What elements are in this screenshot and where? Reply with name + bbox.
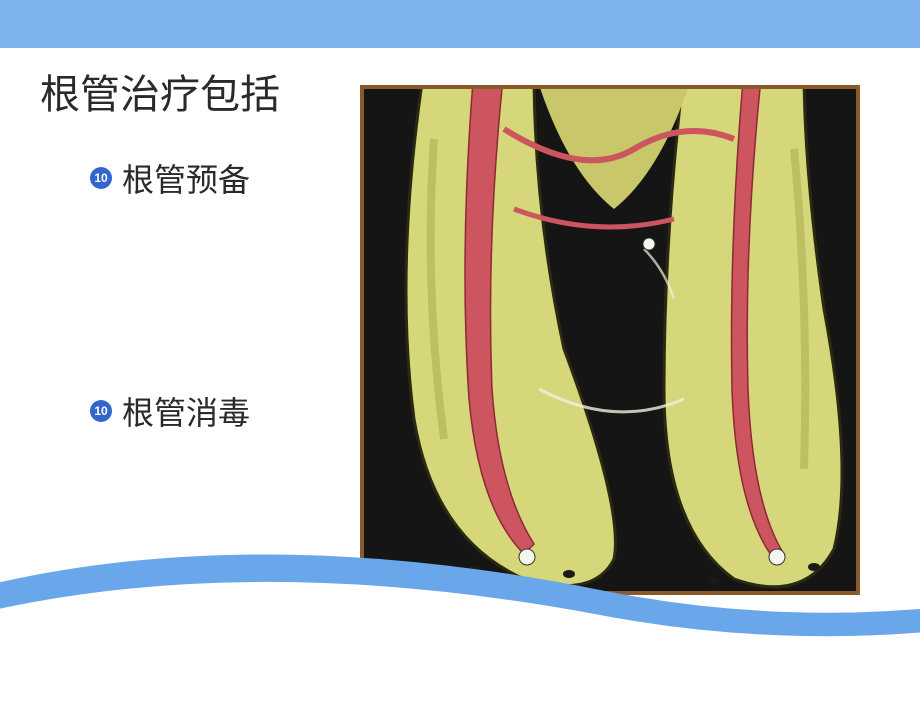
bullet-item-2: 10 根管消毒 [90, 388, 250, 434]
bullet-text-1: 根管预备 [122, 155, 250, 201]
bullet-text-2: 根管消毒 [122, 388, 250, 434]
bullet-number-icon: 10 [90, 167, 112, 189]
bullet-number-icon: 10 [90, 400, 112, 422]
decorative-swoosh [0, 490, 920, 710]
slide-title: 根管治疗包括 [40, 62, 280, 120]
top-bar [0, 0, 920, 48]
bullet-item-1: 10 根管预备 [90, 155, 250, 201]
